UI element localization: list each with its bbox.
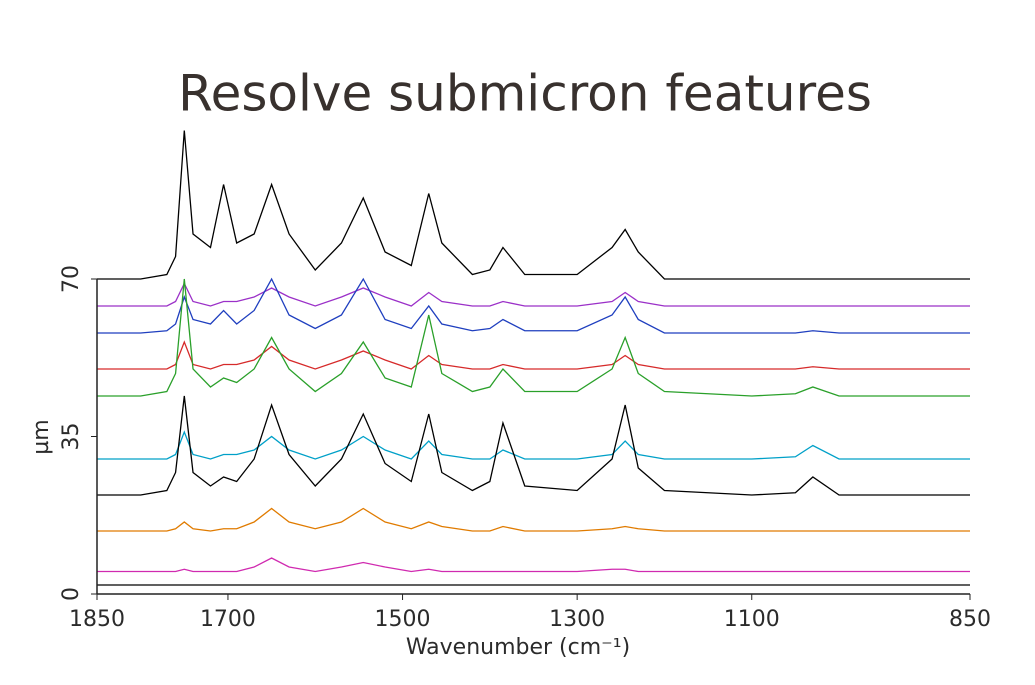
spectrum-line [97,277,970,334]
spectrum-line [97,130,970,280]
spectrum-line [97,278,970,397]
x-tick-label: 1500 [375,607,431,632]
x-tick-label: 1300 [549,607,605,632]
chart-title: Resolve submicron features [178,65,872,123]
spectrum-line [97,507,970,532]
y-axis-label: µm [29,419,54,454]
spectrum-line [97,395,970,496]
x-tick-label: 850 [949,607,991,632]
x-axis-label: Wavenumber (cm⁻¹) [406,635,630,660]
spectrum-line [97,557,970,573]
x-tick-label: 1700 [200,607,256,632]
spectrum-line [97,340,970,370]
x-tick-label: 1850 [69,607,125,632]
x-tick-label: 1100 [724,607,780,632]
y-tick-label: 35 [59,423,84,451]
spectrum-line [97,430,970,460]
y-tick-label: 70 [59,265,84,293]
y-tick-label: 0 [59,587,84,601]
spectrum-line [97,282,970,307]
